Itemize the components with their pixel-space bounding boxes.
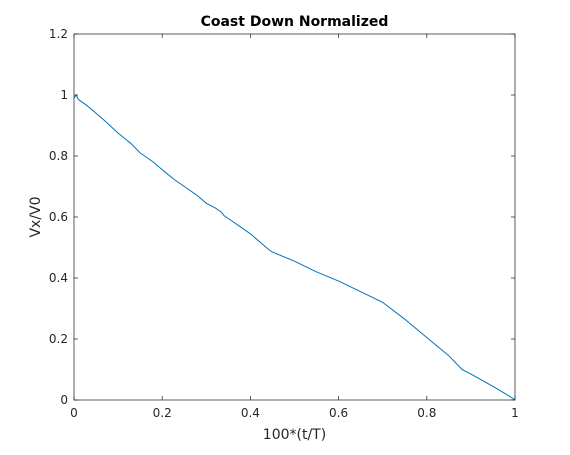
x-tick-label: 0.4 [241,406,260,420]
x-tick-label: 0 [70,406,78,420]
series-line-0 [73,94,516,401]
y-axis-label: Vx/V0 [28,196,44,237]
y-tick-label: 0.8 [49,149,68,163]
x-tick-label: 0.2 [153,406,172,420]
y-tick-label: 0.2 [49,332,68,346]
plot-area [74,34,515,400]
y-tick-label: 0.4 [49,271,68,285]
x-tick-label: 0.8 [417,406,436,420]
y-tick-label: 1.2 [49,27,68,41]
y-tick-label: 1 [60,88,68,102]
plot-frame [73,33,516,401]
x-tick-label: 1 [511,406,519,420]
y-tick-label: 0.6 [49,210,68,224]
chart-title: Coast Down Normalized [201,14,389,30]
x-tick-label: 0.6 [329,406,348,420]
x-axis-label: 100*(t/T) [263,427,326,443]
y-tick-label: 0 [60,393,68,407]
